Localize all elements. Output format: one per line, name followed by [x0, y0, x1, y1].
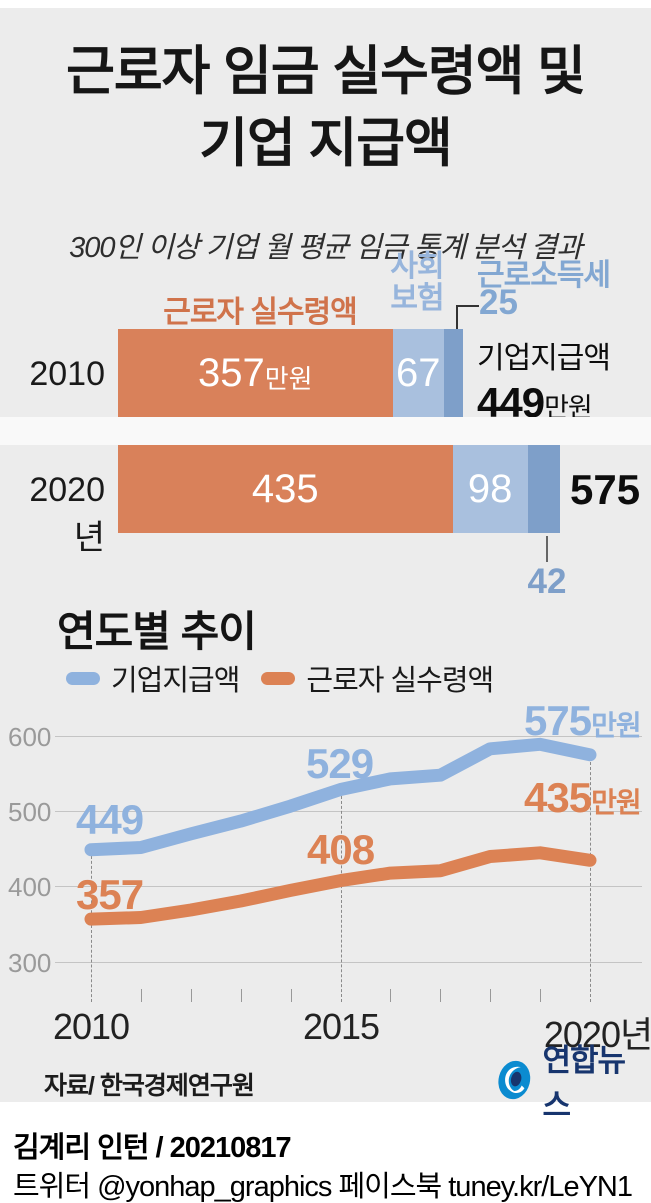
- x-tick-2019: [540, 989, 541, 1002]
- social-insurance-series-label: 사회 보험: [380, 250, 454, 316]
- bar-2010-social-insurance-segment: 67: [392, 329, 445, 417]
- bar-2020-net-pay-value: 435: [251, 466, 319, 511]
- point-label-net-2020-num: 435: [524, 774, 592, 821]
- point-label-net-2020: 435만원: [524, 774, 642, 822]
- net-pay-series-label: 근로자 실수령액: [163, 296, 358, 329]
- income-tax-leader-line: [456, 305, 479, 332]
- legend-label-net-pay: 근로자 실수령액: [306, 665, 494, 697]
- point-label-net-2015: 408: [307, 826, 375, 873]
- x-tick-2017: [440, 989, 441, 1002]
- income-tax-value-2010: 25: [479, 283, 518, 322]
- bar-2020-income-tax-segment: [527, 445, 561, 533]
- total-title: 기업지급액: [477, 342, 611, 375]
- income-tax-series-label: 근로소득세: [477, 259, 611, 292]
- point-label-company-2010: 449: [76, 796, 144, 843]
- social-links: 트위터 @yonhap_graphics 페이스북 tuney.kr/LeYN1: [13, 1171, 633, 1203]
- y-axis-tick-400: 400: [8, 872, 52, 902]
- trend-legend: 기업지급액 근로자 실수령액: [66, 660, 606, 697]
- bar-2010-net-pay-value: 357: [197, 350, 265, 395]
- point-label-company-2020-num: 575: [524, 697, 592, 744]
- yonhap-logo-text: 연합뉴스: [542, 1043, 626, 1123]
- x-tick-2016: [390, 989, 391, 1002]
- page-title: 근로자 임금 실수령액 및 기업 지급액: [0, 36, 651, 180]
- social-insurance-label-line1: 사회: [390, 250, 444, 283]
- point-label-company-2020-unit: 만원: [591, 710, 642, 741]
- bar-2010-total-label: 기업지급액 449 만원: [477, 333, 647, 427]
- point-label-company-2020: 575만원: [524, 697, 642, 745]
- page-subtitle: 300인 이상 기업 월 평균 임금 통계 분석 결과: [69, 232, 583, 264]
- bar-row-label-2010: 2010: [29, 355, 105, 393]
- x-axis-label-2010: 2010: [52, 1006, 130, 1047]
- page-title-line1: 근로자 임금 실수령액 및: [66, 42, 586, 101]
- bar-2010-social-value: 67: [396, 350, 441, 395]
- author-credit: 김계리 인턴 / 20210817: [13, 1132, 292, 1164]
- x-tick-2012: [191, 989, 192, 1002]
- social-insurance-label-line2: 보험: [390, 282, 444, 316]
- bar-2020-social-value: 98: [467, 466, 513, 511]
- point-label-net-2020-unit: 만원: [591, 787, 642, 818]
- legend-swatch-net-pay: [261, 671, 296, 685]
- x-axis-label-2015: 2015: [302, 1006, 380, 1047]
- x-tick-2013: [241, 989, 242, 1002]
- bar-2010-net-pay-unit: 만원: [264, 363, 313, 394]
- y-axis-tick-500: 500: [8, 797, 52, 827]
- y-axis-tick-300: 300: [8, 948, 52, 978]
- yonhap-logo-icon: [498, 1060, 531, 1100]
- trend-section-title: 연도별 추이: [57, 608, 257, 655]
- page-title-line2: 기업 지급액: [199, 114, 453, 174]
- point-label-company-2015: 529: [306, 740, 374, 787]
- bar-2010-net-pay-segment: 357 만원: [118, 329, 393, 417]
- bar-row-label-2020: 2020년: [29, 471, 105, 557]
- dashed-guide-2010: [91, 856, 92, 1002]
- x-tick-2014: [291, 989, 292, 1002]
- x-tick-2011: [141, 989, 142, 1002]
- legend-swatch-company-payment: [66, 671, 100, 685]
- gridline-300: [55, 962, 642, 963]
- yonhap-logo: 연합뉴스: [494, 1043, 644, 1123]
- x-axis-label-2020: 2020년: [543, 1014, 651, 1055]
- bar-rows-divider: [0, 417, 651, 445]
- bar-2020-total-value: 575: [570, 466, 641, 513]
- legend-label-company-payment: 기업지급액: [111, 665, 240, 697]
- bar-2020-net-pay-segment: 435: [118, 445, 453, 533]
- gridline-600: [55, 736, 642, 737]
- bar-2020-social-insurance-segment: 98: [452, 445, 528, 533]
- income-tax-value-2020: 42: [527, 562, 567, 601]
- source-credit: 자료/ 한국경제연구원: [44, 1072, 255, 1100]
- x-tick-2018: [490, 989, 491, 1002]
- y-axis-tick-600: 600: [8, 722, 52, 752]
- income-tax-2020-leader-line: [546, 536, 548, 562]
- point-label-net-2010: 357: [76, 871, 144, 918]
- bar-2010-income-tax-segment: [444, 329, 464, 417]
